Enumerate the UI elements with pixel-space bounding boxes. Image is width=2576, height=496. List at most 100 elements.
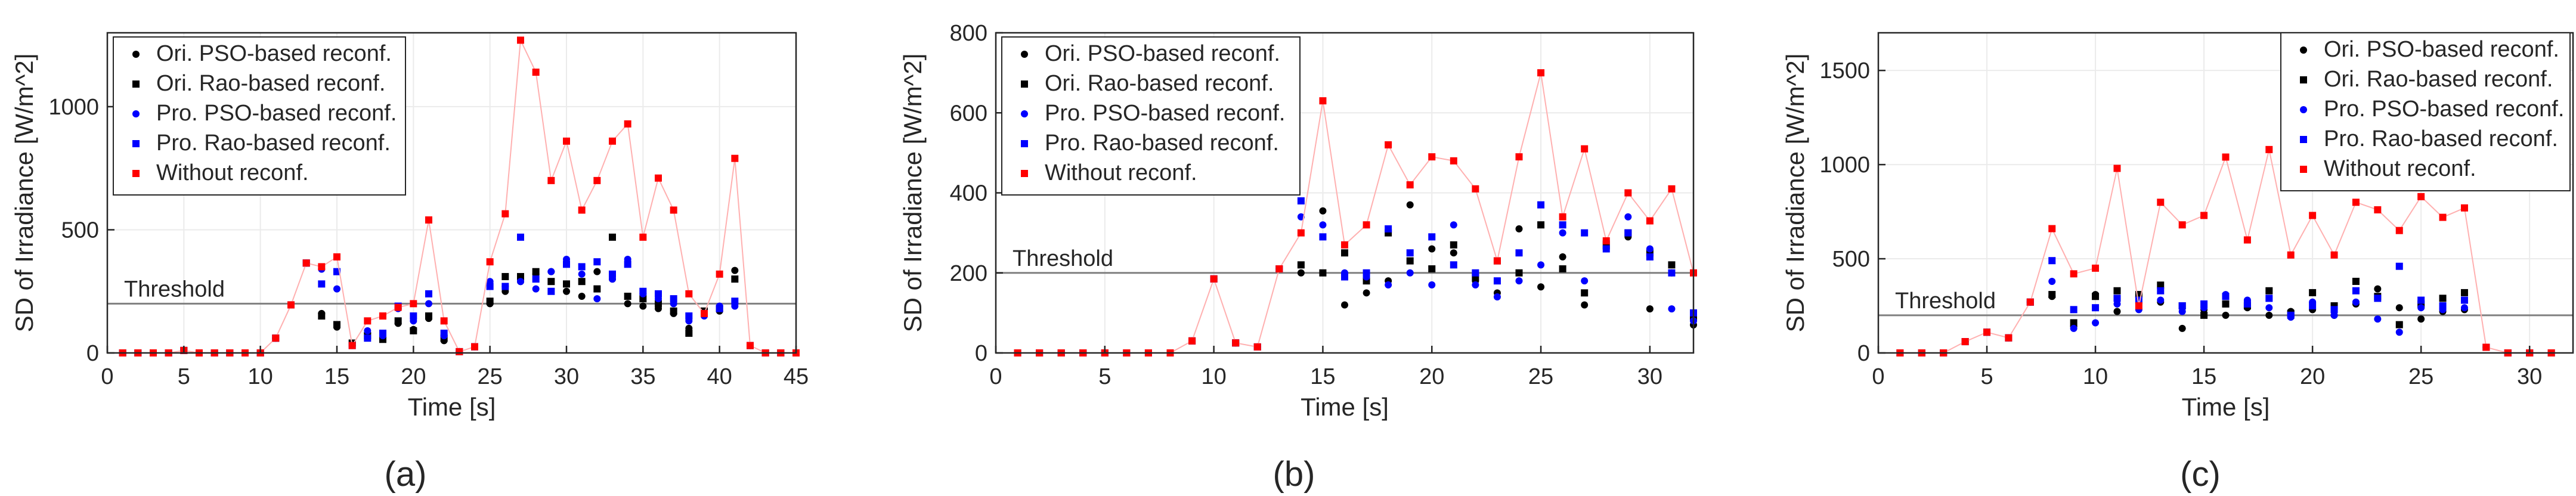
- data-point: [716, 305, 723, 312]
- data-point: [2113, 308, 2121, 315]
- x-tick-label: 0: [1872, 364, 1884, 389]
- data-point: [2048, 277, 2056, 285]
- data-point: [547, 176, 555, 184]
- data-point: [2070, 324, 2077, 332]
- data-point: [1406, 269, 1414, 277]
- legend-marker: [2300, 136, 2307, 143]
- data-point: [2113, 287, 2121, 294]
- x-tick-label: 15: [324, 364, 349, 389]
- data-point: [440, 329, 448, 337]
- data-point: [1232, 339, 1240, 347]
- threshold-label: Threshold: [1013, 246, 1113, 271]
- data-point: [486, 283, 494, 290]
- data-point: [1210, 275, 1218, 283]
- legend-label: Pro. Rao-based reconf.: [156, 131, 391, 156]
- x-tick-label: 5: [1098, 364, 1111, 389]
- data-point: [685, 312, 693, 320]
- data-point: [2200, 212, 2208, 219]
- data-point: [1581, 289, 1589, 297]
- data-point: [364, 334, 371, 342]
- data-point: [2460, 289, 2468, 296]
- data-point: [1515, 277, 1523, 285]
- data-point: [1428, 265, 1436, 273]
- data-point: [1406, 181, 1414, 189]
- legend-label: Pro. Rao-based reconf.: [1045, 131, 1279, 156]
- data-point: [609, 233, 616, 241]
- data-point: [1624, 229, 1632, 237]
- data-point: [2460, 204, 2468, 212]
- data-point: [2417, 193, 2425, 200]
- data-point: [1406, 249, 1414, 257]
- data-point: [2178, 302, 2186, 310]
- y-tick-label: 1000: [1819, 153, 1870, 178]
- data-point: [2374, 206, 2382, 213]
- data-point: [1581, 229, 1589, 237]
- data-point: [486, 258, 494, 266]
- data-point: [2482, 343, 2490, 351]
- data-point: [2439, 302, 2447, 310]
- y-tick-label: 600: [950, 101, 987, 126]
- data-point: [1341, 301, 1348, 309]
- data-point: [609, 137, 616, 145]
- data-point: [517, 36, 524, 44]
- data-point: [578, 292, 586, 300]
- data-point: [593, 268, 601, 275]
- x-axis-label: Time [s]: [1301, 393, 1389, 421]
- data-point: [410, 300, 417, 308]
- legend-label: Without reconf.: [156, 160, 309, 185]
- data-point: [593, 285, 601, 293]
- data-point: [731, 266, 739, 274]
- legend-marker: [1021, 51, 1028, 58]
- data-point: [2417, 315, 2425, 323]
- legend-marker: [2300, 106, 2307, 113]
- legend-box: [113, 36, 406, 196]
- x-tick-label: 25: [478, 364, 503, 389]
- data-point: [2439, 294, 2447, 302]
- data-point: [1559, 265, 1566, 273]
- x-axis-label: Time [s]: [408, 393, 496, 421]
- legend-marker: [2300, 76, 2307, 83]
- data-point: [2113, 165, 2121, 172]
- data-point: [1297, 197, 1305, 204]
- data-point: [1406, 257, 1414, 265]
- x-tick-label: 30: [2517, 364, 2542, 389]
- data-point: [2243, 300, 2251, 308]
- data-point: [593, 176, 601, 184]
- data-point: [1472, 281, 1479, 289]
- data-point: [2265, 145, 2273, 153]
- x-tick-label: 30: [1637, 364, 1662, 389]
- data-point: [2395, 304, 2403, 312]
- data-point: [563, 287, 570, 295]
- data-point: [1624, 213, 1632, 221]
- data-point: [747, 342, 754, 349]
- data-point: [532, 69, 540, 76]
- data-point: [517, 272, 524, 280]
- data-point: [1493, 293, 1501, 301]
- data-point: [425, 216, 432, 224]
- x-tick-label: 0: [101, 364, 113, 389]
- data-point: [2157, 281, 2165, 289]
- data-point: [1450, 157, 1457, 165]
- data-point: [1493, 277, 1501, 285]
- axes-box: [1877, 32, 2574, 354]
- x-tick-label: 35: [630, 364, 655, 389]
- data-point: [364, 317, 371, 325]
- data-point: [1385, 281, 1392, 289]
- data-point: [287, 301, 295, 309]
- y-tick-label: 1500: [1819, 58, 1870, 83]
- legend-marker: [2300, 166, 2307, 173]
- data-point: [1450, 241, 1457, 249]
- panel-label: (c): [2180, 455, 2221, 494]
- data-point: [501, 210, 509, 218]
- x-tick-label: 25: [2408, 364, 2433, 389]
- data-point: [1581, 277, 1589, 285]
- data-point: [1646, 245, 1654, 253]
- data-point: [1428, 281, 1436, 289]
- data-point: [1537, 221, 1545, 229]
- data-point: [272, 334, 280, 342]
- data-point: [1428, 153, 1436, 161]
- data-point: [731, 297, 739, 305]
- legend: Ori. PSO-based reconf. Ori. Rao-based rec…: [2280, 32, 2571, 191]
- data-point: [2178, 324, 2186, 332]
- data-point: [1515, 153, 1523, 161]
